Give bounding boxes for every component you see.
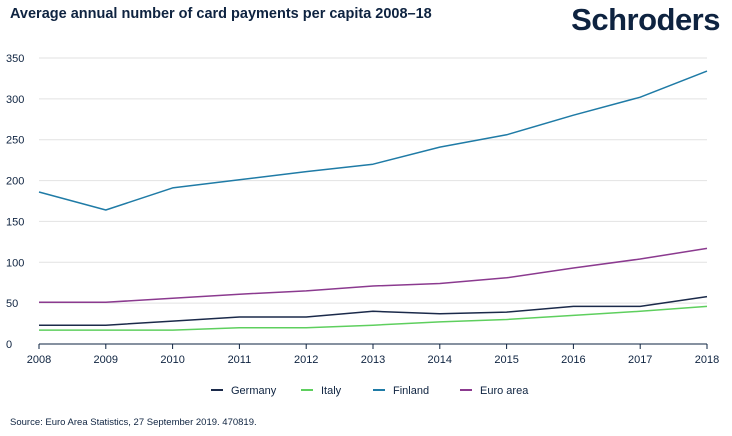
y-tick-label: 150 [6, 216, 24, 228]
series-line-finland [38, 70, 708, 211]
legend-label: Italy [321, 385, 342, 397]
x-tick-label: 2009 [94, 354, 118, 366]
x-tick-label: 2011 [228, 354, 252, 366]
series-line-germany [39, 295, 708, 326]
series-lines [38, 70, 708, 331]
legend-label: Finland [393, 385, 429, 397]
y-tick-label: 250 [6, 135, 24, 147]
series-line-euro-area [39, 247, 708, 304]
y-axis-ticks: 0 50 100 150 200 250 300 350 [6, 53, 24, 351]
source-note: Source: Euro Area Statistics, 27 Septemb… [10, 417, 257, 428]
series-line-italy [39, 305, 708, 331]
legend-label: Euro area [480, 385, 529, 397]
x-tick-label: 2016 [561, 354, 585, 366]
schroders-logo: Schroders [571, 2, 720, 37]
x-tick-label: 2013 [361, 354, 385, 366]
x-tick-label: 2015 [494, 354, 518, 366]
x-tick-label: 2010 [160, 354, 184, 366]
y-tick-label: 0 [6, 339, 12, 351]
x-tick-label: 2012 [294, 354, 318, 366]
chart-title: Average annual number of card payments p… [10, 6, 432, 22]
legend: Germany Italy Finland Euro area [211, 385, 529, 397]
x-tick-label: 2008 [27, 354, 51, 366]
x-tick-label: 2014 [428, 354, 452, 366]
x-tick-label: 2018 [695, 354, 719, 366]
grid-lines [39, 57, 707, 304]
y-tick-label: 100 [6, 257, 24, 269]
x-tick-label: 2017 [628, 354, 652, 366]
y-tick-label: 300 [6, 94, 24, 106]
y-tick-label: 50 [6, 298, 18, 310]
y-tick-label: 200 [6, 176, 24, 188]
legend-label: Germany [231, 385, 277, 397]
y-tick-label: 350 [6, 53, 24, 65]
x-axis-ticks: 2008 2009 2010 2011 2012 2013 2014 2015 2016 2017… [27, 344, 719, 366]
